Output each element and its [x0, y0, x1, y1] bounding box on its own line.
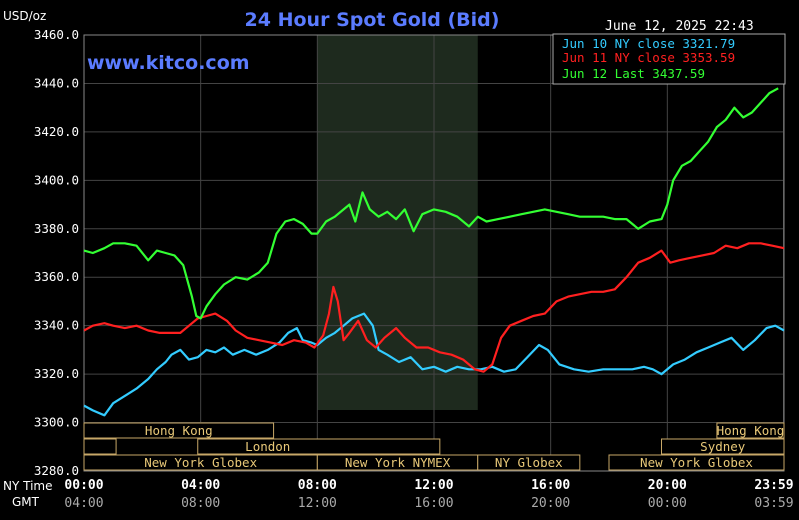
session-4: Sydney — [661, 438, 785, 455]
y-tick-label-1: 3300.0 — [34, 415, 79, 430]
session-label: New York Globex — [640, 455, 753, 470]
x-tick-ny-3: 12:00 — [414, 478, 453, 493]
x-tick-gmt-4: 20:00 — [531, 496, 570, 511]
x-tick-ny-4: 16:00 — [531, 478, 570, 493]
y-tick-label-0: 3280.0 — [34, 463, 79, 478]
session-5: New York Globex — [83, 454, 318, 471]
timestamp: June 12, 2025 22:43 — [605, 19, 754, 34]
watermark: www.kitco.com — [87, 52, 250, 74]
session-label: Sydney — [700, 439, 746, 454]
x-tick-gmt-3: 16:00 — [414, 496, 453, 511]
session-bar — [477, 454, 581, 471]
y-axis-labels: 3280.0 3300.0 3320.0 3340.0 3360.0 3380.0 3400… — [34, 27, 79, 478]
ny-time-label: NY Time — [3, 479, 53, 493]
series-line-0 — [83, 312, 785, 417]
legend: Jun 10 NY close 3321.79 Jun 11 NY close … — [552, 33, 786, 85]
session-bar — [608, 454, 785, 471]
unit-label: USD/oz — [3, 9, 46, 23]
x-tick-ny-6: 23:59 — [754, 478, 793, 493]
legend-item-jun11: Jun 11 NY close 3353.59 — [562, 50, 735, 65]
y-tick-label-2: 3320.0 — [34, 366, 79, 381]
gmt-label: GMT — [12, 495, 40, 509]
y-tick-label-6: 3400.0 — [34, 172, 79, 187]
x-tick-gmt-1: 08:00 — [181, 496, 220, 511]
x-tick-ny-2: 08:00 — [298, 478, 337, 493]
x-axis-labels: NY Time GMT 00:00 04:00 04:00 08:00 08:00 12:00… — [3, 478, 794, 511]
session-label: London — [245, 439, 290, 454]
x-tick-ny-5: 20:00 — [648, 478, 687, 493]
y-tick-label-7: 3420.0 — [34, 124, 79, 139]
y-tick-label-4: 3360.0 — [34, 269, 79, 284]
series-group — [83, 87, 785, 417]
session-3: London — [197, 438, 441, 455]
session-7: NY Globex — [477, 454, 581, 471]
x-tick-gmt-0: 04:00 — [64, 496, 103, 511]
legend-item-jun12: Jun 12 Last 3437.59 — [562, 66, 705, 81]
nymex-session-shading — [317, 35, 478, 410]
plot-frame — [83, 34, 785, 472]
session-bar — [83, 422, 275, 439]
session-6: New York NYMEX — [316, 454, 479, 471]
session-label: New York Globex — [144, 455, 257, 470]
chart-title: 24 Hour Spot Gold (Bid) — [245, 9, 500, 31]
y-tick-label-8: 3440.0 — [34, 75, 79, 90]
x-tick-gmt-6: 03:59 — [754, 496, 793, 511]
session-0: Hong Kong — [83, 422, 275, 439]
session-bar — [716, 422, 785, 439]
session-label: Hong Kong — [145, 423, 213, 438]
session-label: Hong Kong — [717, 423, 785, 438]
y-tick-label-5: 3380.0 — [34, 221, 79, 236]
session-bar — [197, 438, 441, 455]
x-tick-gmt-5: 00:00 — [648, 496, 687, 511]
session-label: NY Globex — [495, 455, 563, 470]
legend-box — [552, 33, 786, 85]
session-bar — [661, 438, 785, 455]
x-tick-ny-0: 00:00 — [64, 478, 103, 493]
session-1: Hong Kong — [716, 422, 785, 439]
x-tick-ny-1: 04:00 — [181, 478, 220, 493]
series-line-2 — [83, 87, 779, 320]
session-bar — [83, 438, 117, 455]
legend-item-jun10: Jun 10 NY close 3321.79 — [562, 36, 735, 51]
y-tick-label-9: 3460.0 — [34, 27, 79, 42]
y-tick-label-3: 3340.0 — [34, 318, 79, 333]
session-label: New York NYMEX — [345, 455, 451, 470]
session-2 — [83, 438, 117, 455]
x-tick-gmt-2: 12:00 — [298, 496, 337, 511]
session-8: New York Globex — [608, 454, 785, 471]
